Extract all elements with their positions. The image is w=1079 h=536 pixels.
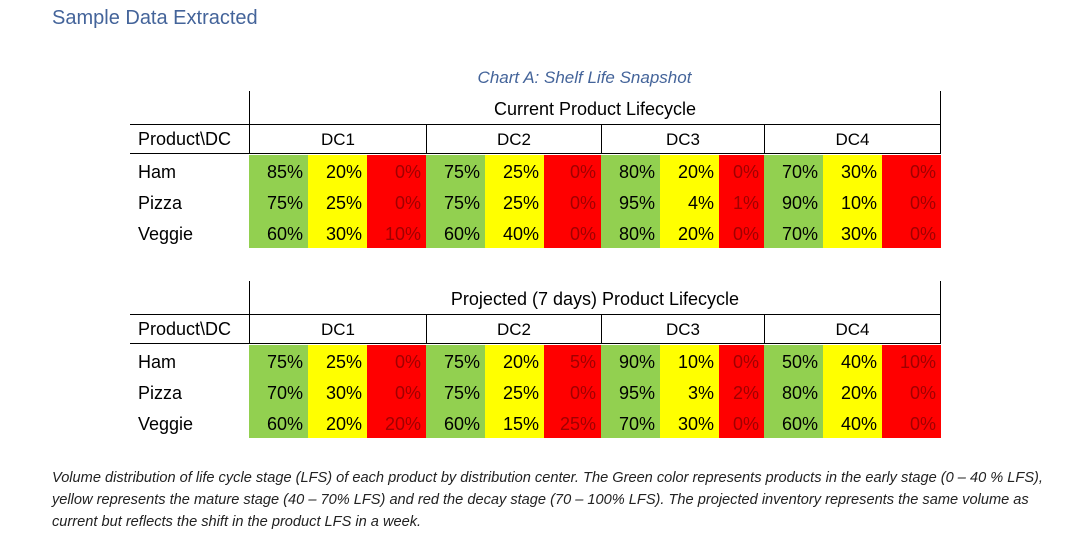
cell-pizza-dc2-early: 75% [426,376,485,407]
row-label-veggie: Veggie [138,414,194,434]
cell-ham-dc4-decay: 0% [882,155,941,186]
cell-veggie-dc3-mature: 30% [660,407,719,438]
cell-pizza-dc3-early: 95% [601,186,660,217]
cell-pizza-dc4-early: 90% [764,186,823,217]
table-title: Current Product Lifecycle [249,91,941,124]
dc-header-dc1: DC1 [249,315,426,344]
cell-pizza-dc1-early: 75% [249,186,308,217]
row-label-ham: Ham [138,162,177,182]
cell-ham-dc3-early: 90% [601,345,660,376]
cell-ham-dc1-early: 85% [249,155,308,186]
cell-veggie-dc3-early: 80% [601,217,660,248]
table-title: Projected (7 days) Product Lifecycle [249,281,941,314]
cell-ham-dc2-mature: 20% [485,345,544,376]
dc-header-dc4: DC4 [764,125,941,154]
current-lifecycle-table: Current Product Lifecycle Product\DC DC1 DC… [130,91,941,249]
column-header-row: Product\DC DC1 DC2 DC3 DC4 [130,314,941,344]
cell-veggie-dc4-mature: 40% [823,407,882,438]
cell-ham-dc4-mature: 40% [823,345,882,376]
cell-veggie-dc2-mature: 40% [485,217,544,248]
cell-ham-dc3-early: 80% [601,155,660,186]
cell-ham-dc4-mature: 30% [823,155,882,186]
dc-header-dc1: DC1 [249,125,426,154]
cell-ham-dc2-early: 75% [426,155,485,186]
corner-label: Product\DC [138,319,232,339]
cell-veggie-dc3-early: 70% [601,407,660,438]
row-label-pizza: Pizza [138,193,183,213]
cell-ham-dc1-early: 75% [249,345,308,376]
cell-ham-dc2-early: 75% [426,345,485,376]
cell-pizza-dc3-mature: 3% [660,376,719,407]
cell-ham-dc3-decay: 0% [719,155,764,186]
cell-pizza-dc3-mature: 4% [660,186,719,217]
cell-ham-dc4-early: 50% [764,345,823,376]
cell-pizza-dc1-decay: 0% [367,186,426,217]
cell-ham-dc1-mature: 25% [308,345,367,376]
cell-veggie-dc1-decay: 10% [367,217,426,248]
cell-ham-dc2-mature: 25% [485,155,544,186]
cell-pizza-dc1-mature: 25% [308,186,367,217]
dc-header-dc3: DC3 [601,315,764,344]
cell-veggie-dc4-early: 60% [764,407,823,438]
cell-veggie-dc3-mature: 20% [660,217,719,248]
cell-veggie-dc4-early: 70% [764,217,823,248]
cell-pizza-dc2-early: 75% [426,186,485,217]
cell-ham-dc1-mature: 20% [308,155,367,186]
cell-pizza-dc2-decay: 0% [544,376,601,407]
cell-pizza-dc1-early: 70% [249,376,308,407]
cell-veggie-dc4-mature: 30% [823,217,882,248]
cell-pizza-dc2-decay: 0% [544,186,601,217]
cell-veggie-dc1-mature: 30% [308,217,367,248]
cell-pizza-dc3-decay: 2% [719,376,764,407]
cell-pizza-dc2-mature: 25% [485,376,544,407]
chart-title: Chart A: Shelf Life Snapshot [477,68,692,87]
cell-veggie-dc2-mature: 15% [485,407,544,438]
cell-veggie-dc4-decay: 0% [882,217,941,248]
cell-veggie-dc1-mature: 20% [308,407,367,438]
row-label-pizza: Pizza [138,383,183,403]
dc-header-dc2: DC2 [426,315,601,344]
cell-veggie-dc4-decay: 0% [882,407,941,438]
cell-pizza-dc1-mature: 30% [308,376,367,407]
cell-ham-dc1-decay: 0% [367,155,426,186]
cell-pizza-dc4-mature: 20% [823,376,882,407]
cell-pizza-dc4-decay: 0% [882,376,941,407]
cell-veggie-dc2-early: 60% [426,217,485,248]
dc-header-dc3: DC3 [601,125,764,154]
cell-pizza-dc1-decay: 0% [367,376,426,407]
projected-lifecycle-table: Projected (7 days) Product Lifecycle Prod… [130,281,941,439]
cell-ham-dc3-mature: 20% [660,155,719,186]
row-label-ham: Ham [138,352,177,372]
cell-pizza-dc4-decay: 0% [882,186,941,217]
cell-veggie-dc1-early: 60% [249,217,308,248]
cell-ham-dc4-decay: 10% [882,345,941,376]
page-heading: Sample Data Extracted [52,7,258,29]
cell-veggie-dc2-decay: 0% [544,217,601,248]
cell-pizza-dc4-early: 80% [764,376,823,407]
cell-veggie-dc3-decay: 0% [719,407,764,438]
cell-ham-dc4-early: 70% [764,155,823,186]
cell-veggie-dc1-decay: 20% [367,407,426,438]
cell-ham-dc1-decay: 0% [367,345,426,376]
cell-ham-dc2-decay: 5% [544,345,601,376]
dc-header-dc4: DC4 [764,315,941,344]
column-header-row: Product\DC DC1 DC2 DC3 DC4 [130,124,941,154]
dc-header-dc2: DC2 [426,125,601,154]
cell-ham-dc3-mature: 10% [660,345,719,376]
cell-ham-dc2-decay: 0% [544,155,601,186]
cell-pizza-dc2-mature: 25% [485,186,544,217]
cell-veggie-dc1-early: 60% [249,407,308,438]
corner-label: Product\DC [138,129,232,149]
caption: Volume distribution of life cycle stage … [52,470,1043,530]
cell-veggie-dc2-decay: 25% [544,407,601,438]
cell-ham-dc3-decay: 0% [719,345,764,376]
cell-veggie-dc2-early: 60% [426,407,485,438]
cell-pizza-dc3-early: 95% [601,376,660,407]
cell-pizza-dc3-decay: 1% [719,186,764,217]
cell-veggie-dc3-decay: 0% [719,217,764,248]
row-label-veggie: Veggie [138,224,194,244]
cell-pizza-dc4-mature: 10% [823,186,882,217]
